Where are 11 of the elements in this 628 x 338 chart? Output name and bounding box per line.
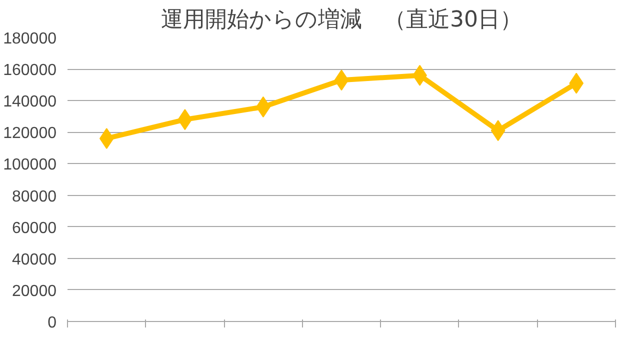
y-tick-label: 140000 <box>3 94 57 111</box>
chart-title: 運用開始からの増減 （直近30日） <box>161 8 522 32</box>
y-tick-label: 60000 <box>12 220 57 237</box>
y-tick-label: 160000 <box>3 62 57 80</box>
y-tick-label: 180000 <box>3 30 57 48</box>
y-tick-label: 0 <box>48 314 57 332</box>
y-tick-label: 40000 <box>12 251 57 268</box>
y-tick-label: 100000 <box>3 156 57 174</box>
y-tick-label: 80000 <box>12 188 57 206</box>
y-tick-label: 20000 <box>12 282 57 300</box>
y-tick-label: 120000 <box>3 125 57 142</box>
